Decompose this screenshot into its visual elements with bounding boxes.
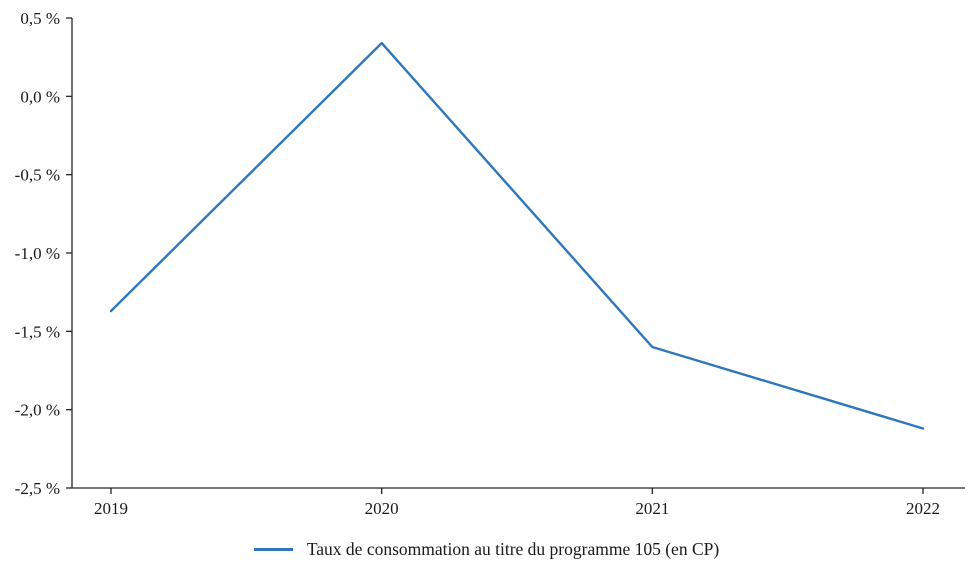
y-tick-label: 0,5 % [20,9,60,28]
x-tick-label: 2020 [365,499,399,518]
x-tick-label: 2019 [94,499,128,518]
legend: Taux de consommation au titre du program… [0,539,973,559]
plot-area: 0,5 % 0,0 % -0,5 % -1,0 % -1,5 % -2,0 % -2,5 %… [15,9,965,518]
x-tick-label: 2021 [635,499,669,518]
y-tick-label: -0,5 % [15,166,60,185]
x-tick-label: 2022 [906,499,940,518]
y-tick-label: -2,5 % [15,479,60,498]
y-tick-label: -1,5 % [15,322,60,341]
y-tick-label: 0,0 % [20,87,60,106]
legend-line-swatch [253,548,293,552]
data-line [109,41,925,430]
y-tick-label: -2,0 % [15,401,60,420]
y-tick-label: -1,0 % [15,244,60,263]
legend-label: Taux de consommation au titre du program… [306,539,720,559]
